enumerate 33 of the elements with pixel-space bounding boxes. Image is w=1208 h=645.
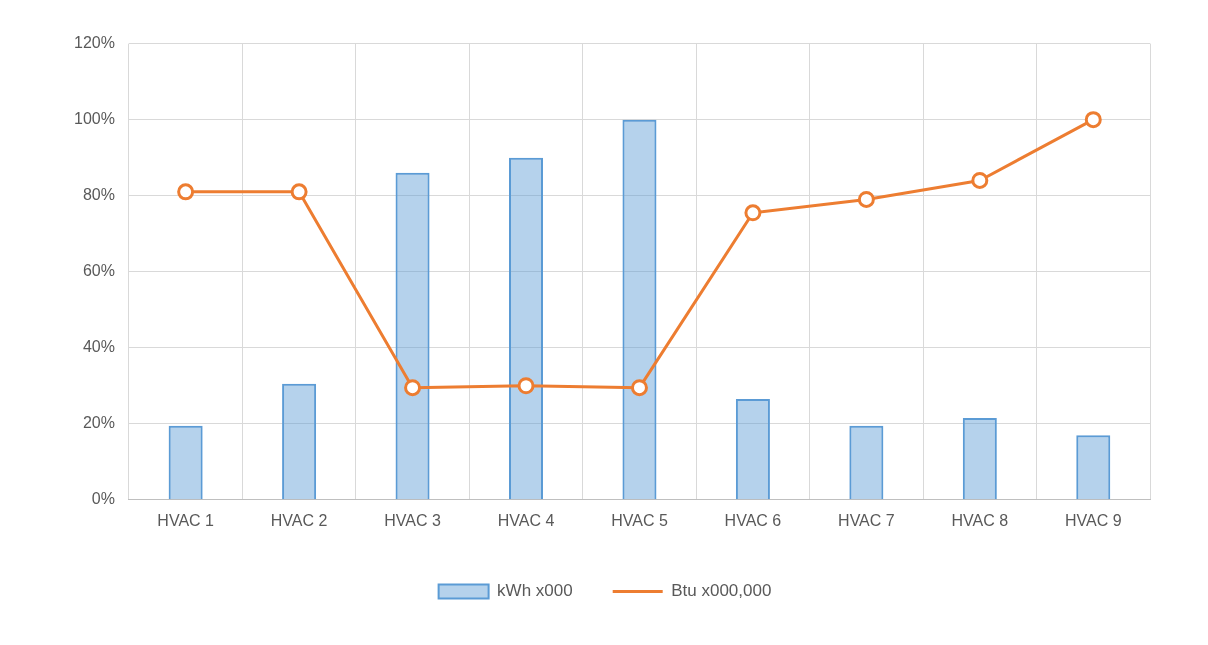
y-tick-label: 100% xyxy=(74,110,115,128)
point xyxy=(857,190,875,208)
y-tick-label: 40% xyxy=(82,338,115,356)
point xyxy=(744,204,762,222)
y-tick-label: 20% xyxy=(82,414,115,432)
point xyxy=(1084,111,1102,129)
x-tick-label: HVAC 7 xyxy=(838,511,895,529)
point xyxy=(630,379,648,397)
x-tick-label: HVAC 9 xyxy=(1064,511,1122,529)
point xyxy=(517,377,535,395)
point xyxy=(971,171,989,189)
legend-label: Btu x000,000 xyxy=(671,581,772,601)
bar xyxy=(962,418,997,500)
point xyxy=(290,183,308,201)
bar xyxy=(1076,435,1111,500)
x-tick-label: HVAC 6 xyxy=(724,511,782,529)
y-tick-label: 80% xyxy=(82,186,115,204)
bar xyxy=(849,425,884,500)
legend-label: kWh x000 xyxy=(497,581,573,601)
y-tick-label: 120% xyxy=(74,34,115,52)
x-tick-label: HVAC 2 xyxy=(270,511,328,529)
point xyxy=(404,379,422,397)
bar xyxy=(168,425,203,500)
bar xyxy=(282,383,317,500)
x-tick-label: HVAC 1 xyxy=(157,511,215,529)
x-tick-label: HVAC 5 xyxy=(611,511,668,529)
bar xyxy=(735,399,770,500)
y-tick-label: 60% xyxy=(82,262,115,280)
x-tick-label: HVAC 8 xyxy=(951,511,1009,529)
x-tick-label: HVAC 4 xyxy=(497,511,555,529)
y-tick-label: 0% xyxy=(91,490,115,508)
x-tick-label: HVAC 3 xyxy=(384,511,441,529)
point xyxy=(177,183,195,201)
